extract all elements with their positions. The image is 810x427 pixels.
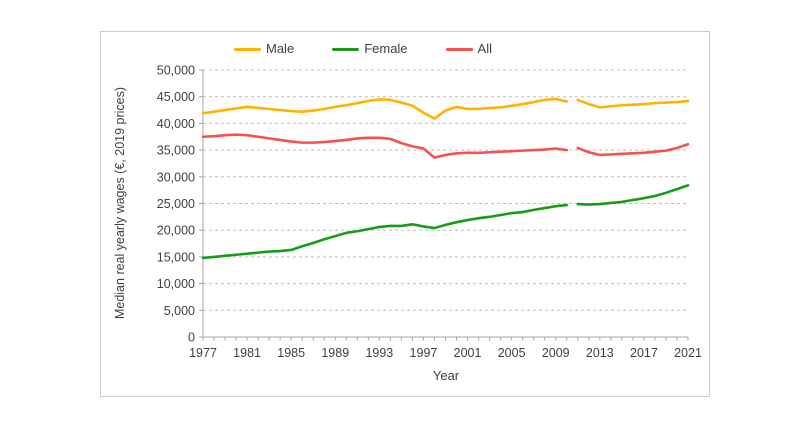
x-tick-label: 2009	[542, 346, 570, 360]
y-tick-label: 0	[188, 331, 195, 345]
legend-label-male: Male	[266, 41, 295, 56]
x-tick-label: 2005	[498, 346, 526, 360]
x-tick-label: 2017	[630, 346, 658, 360]
y-tick-label: 5,000	[164, 304, 195, 318]
x-tick-label: 2001	[454, 346, 482, 360]
legend-item-all: All	[445, 41, 492, 57]
y-tick-label: 35,000	[157, 144, 195, 158]
legend-item-male: Male	[234, 41, 294, 57]
male-line-swatch	[234, 47, 261, 51]
y-tick-label: 30,000	[157, 170, 195, 184]
male-line	[201, 97, 569, 120]
y-tick-label: 20,000	[157, 224, 195, 238]
y-tick-label: 50,000	[157, 64, 195, 78]
x-tick-label: 2021	[674, 346, 702, 360]
x-tick-label: 1981	[233, 346, 261, 360]
legend-label-female: Female	[364, 41, 408, 56]
x-tick-label: 1977	[189, 346, 217, 360]
female-line-swatch	[332, 47, 360, 51]
y-tick-label: 25,000	[157, 197, 195, 211]
x-tick-label: 2013	[586, 346, 614, 360]
chart-frame: Male Female All Median real yearly wages…	[100, 31, 710, 397]
x-tick-label: 1985	[277, 346, 305, 360]
legend: Male Female All	[234, 41, 492, 57]
x-tick-label: 1989	[321, 346, 349, 360]
female-line	[201, 203, 569, 260]
all-line	[201, 133, 569, 159]
y-tick-label: 10,000	[157, 277, 195, 291]
male-line	[576, 98, 690, 109]
wage-line-chart: 0 5,000 10,000 15,000 20,000 25,000 30,000 35,0…	[157, 64, 702, 361]
legend-item-female: Female	[332, 41, 408, 57]
legend-label-all: All	[477, 41, 492, 56]
all-line-swatch	[445, 47, 473, 51]
y-tick-label: 15,000	[157, 250, 195, 264]
all-line	[576, 142, 690, 157]
x-tick-label: 1997	[410, 346, 438, 360]
x-axis-title: Year	[432, 368, 460, 383]
female-line	[576, 184, 690, 206]
y-tick-label: 45,000	[157, 90, 195, 104]
x-tick-label: 1993	[365, 346, 393, 360]
y-tick-label: 40,000	[157, 117, 195, 131]
